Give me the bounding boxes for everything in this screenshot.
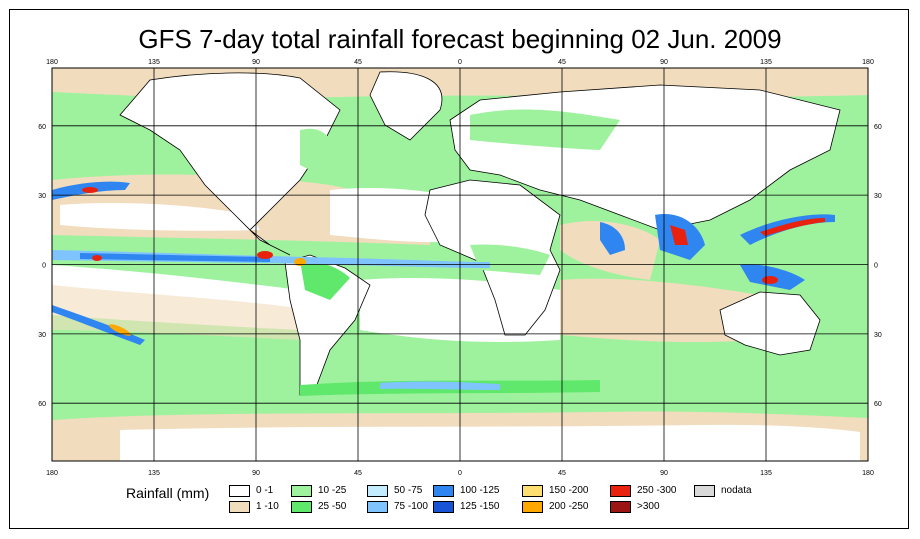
axis-tick-label: 0: [874, 263, 878, 270]
legend-item: 10 -25: [291, 484, 381, 498]
axis-tick-label: 60: [874, 401, 882, 408]
legend-label: 250 -300: [637, 485, 677, 496]
legend-item: 250 -300: [610, 484, 700, 498]
graticule: [52, 68, 868, 461]
north-america: [119, 72, 341, 256]
axis-tick-label: 0: [458, 470, 462, 477]
axis-tick-label: 90: [660, 59, 668, 66]
legend-label: 125 -150: [460, 501, 500, 512]
axis-tick-label: 0: [42, 263, 46, 270]
legend-label: 1 -10: [256, 501, 279, 512]
axis-tick-label: 90: [252, 470, 260, 477]
axis-tick-label: 135: [760, 470, 772, 477]
axis-tick-label: 135: [148, 59, 160, 66]
figure-frame: [9, 9, 909, 529]
axis-tick-label: 180: [46, 59, 58, 66]
south-pacific-storm: [52, 305, 145, 345]
axis-tick-label: 45: [558, 59, 566, 66]
longitude-labels-bottom: 180 135 90 45 0 45 90 135 180: [46, 470, 874, 477]
legend-swatch: [433, 501, 454, 513]
north-pacific-max: [82, 187, 98, 193]
legend-label: 10 -25: [318, 485, 347, 496]
legend-label: 200 -250: [549, 501, 589, 512]
southern-ocean-core: [380, 381, 500, 390]
greenland: [369, 71, 443, 141]
legend-swatch: [367, 501, 388, 513]
legend-item: 1 -10: [229, 500, 319, 514]
legend-swatch: [433, 485, 454, 497]
indonesia-max: [762, 276, 778, 284]
legend-label: 150 -200: [549, 485, 589, 496]
legend-label: 50 -75: [394, 485, 423, 496]
legend-title: Rainfall (mm): [126, 485, 210, 501]
axis-tick-label: 45: [354, 59, 362, 66]
legend-swatch: [610, 485, 631, 497]
australia: [719, 291, 821, 356]
legend-swatch: [522, 485, 543, 497]
legend-label: 100 -125: [460, 485, 500, 496]
eastern-na-rain: [300, 128, 335, 175]
axis-tick-label: 60: [38, 124, 46, 131]
itcz-core: [80, 253, 270, 262]
arabian-sea-rain: [600, 222, 625, 255]
map-title: GFS 7-day total rainfall forecast beginn…: [138, 24, 782, 54]
axis-tick-label: 60: [38, 401, 46, 408]
axis-tick-label: 135: [760, 59, 772, 66]
legend-item: 125 -150: [433, 500, 523, 514]
axis-tick-label: 45: [558, 470, 566, 477]
legend-swatch: [291, 501, 312, 513]
legend-item: 25 -50: [291, 500, 381, 514]
legend-swatch: [229, 485, 250, 497]
amazon-rain: [300, 260, 350, 300]
south-indian-dry: [560, 278, 760, 343]
axis-tick-label: 45: [354, 470, 362, 477]
legend-label: >300: [637, 501, 660, 512]
axis-tick-label: 60: [874, 124, 882, 131]
legend-item: 200 -250: [522, 500, 612, 514]
longitude-labels-top: 180 135 90 45 0 45 90 135 180: [46, 59, 874, 66]
legend-label: 25 -50: [318, 501, 347, 512]
axis-tick-label: 180: [46, 470, 58, 477]
pacific-dry-white: [60, 203, 260, 231]
itcz-max-east-pacific: [257, 251, 273, 259]
myanmar-max: [670, 225, 688, 245]
latitude-labels-right: 60 30 0 30 60: [874, 124, 882, 408]
legend-label: nodata: [721, 485, 752, 496]
south-pacific-max: [109, 324, 131, 336]
legend-label: 75 -100: [394, 501, 428, 512]
axis-tick-label: 180: [862, 59, 874, 66]
legend-swatch: [291, 485, 312, 497]
latitude-labels-left: 60 30 0 30 60: [38, 124, 46, 408]
itcz-band: [52, 250, 490, 268]
west-pacific-max: [760, 218, 825, 236]
legend-item: 0 -1: [229, 484, 319, 498]
legend-item: nodata: [694, 484, 784, 498]
axis-tick-label: 30: [38, 332, 46, 339]
legend-swatch: [610, 501, 631, 513]
legend-label: 0 -1: [256, 485, 274, 496]
itcz-max-central-pacific: [92, 255, 102, 261]
axis-tick-label: 30: [874, 193, 882, 200]
antarctica-white: [120, 424, 860, 461]
legend-swatch: [367, 485, 388, 497]
legend-item: 75 -100: [367, 500, 457, 514]
axis-tick-label: 90: [660, 470, 668, 477]
legend-swatch: [522, 501, 543, 513]
axis-tick-label: 30: [38, 193, 46, 200]
legend-swatch: [694, 485, 715, 497]
legend-item: 50 -75: [367, 484, 457, 498]
itcz-max-panama: [294, 258, 306, 266]
axis-tick-label: 90: [252, 59, 260, 66]
axis-tick-label: 30: [874, 332, 882, 339]
legend-swatch: [229, 501, 250, 513]
legend-item: >300: [610, 500, 700, 514]
axis-tick-label: 180: [862, 470, 874, 477]
axis-tick-label: 135: [148, 470, 160, 477]
legend-item: 100 -125: [433, 484, 523, 498]
map-border: [51, 67, 869, 462]
legend-item: 150 -200: [522, 484, 612, 498]
axis-tick-label: 0: [458, 59, 462, 66]
europe-rain: [470, 109, 620, 150]
